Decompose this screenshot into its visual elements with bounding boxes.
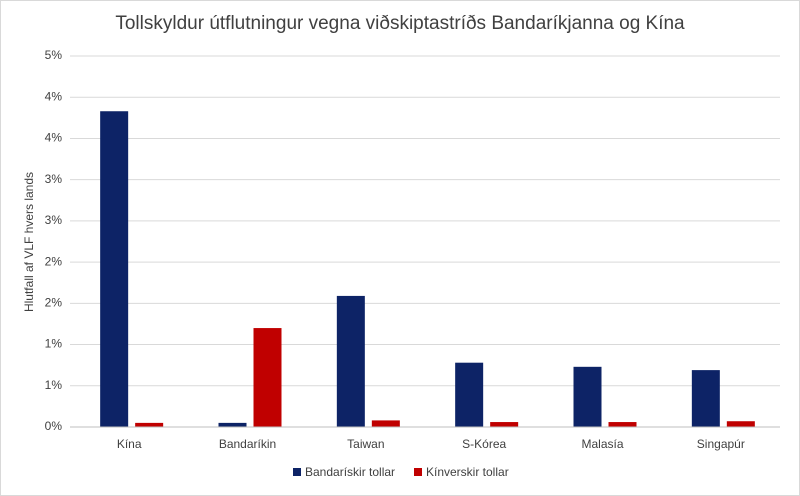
bar	[490, 422, 519, 427]
bar	[691, 370, 720, 427]
bar	[218, 422, 247, 427]
x-tick-label: Singapúr	[697, 437, 745, 451]
bar	[573, 366, 602, 427]
y-tick-label: 4%	[45, 131, 63, 145]
y-tick-label: 3%	[45, 172, 63, 186]
bar	[336, 295, 365, 427]
y-axis-label: Hlutfall af VLF hvers lands	[22, 172, 36, 312]
x-tick-label: Bandaríkin	[219, 437, 276, 451]
bar	[253, 328, 282, 427]
y-tick-label: 4%	[45, 89, 63, 103]
x-tick-label: Kína	[117, 437, 142, 451]
y-tick-label: 5%	[45, 48, 63, 62]
legend-label: Kínverskir tollar	[426, 465, 509, 479]
bar	[455, 362, 484, 427]
y-tick-label: 1%	[45, 337, 63, 351]
y-tick-label: 2%	[45, 296, 63, 310]
legend-label: Bandarískir tollar	[305, 465, 395, 479]
y-tick-label: 0%	[45, 419, 63, 433]
x-tick-label: S-Kórea	[462, 437, 506, 451]
legend-swatch	[414, 468, 422, 476]
x-tick-label: Taiwan	[347, 437, 384, 451]
y-tick-label: 3%	[45, 213, 63, 227]
y-tick-label: 2%	[45, 254, 63, 268]
x-tick-label: Malasía	[581, 437, 623, 451]
bar	[371, 420, 400, 427]
bar	[135, 422, 164, 427]
bar	[726, 421, 755, 427]
y-tick-label: 1%	[45, 378, 63, 392]
legend-swatch	[293, 468, 301, 476]
bar	[608, 422, 637, 427]
chart-title: Tollskyldur útflutningur vegna viðskipta…	[115, 13, 685, 34]
bar	[100, 111, 129, 427]
